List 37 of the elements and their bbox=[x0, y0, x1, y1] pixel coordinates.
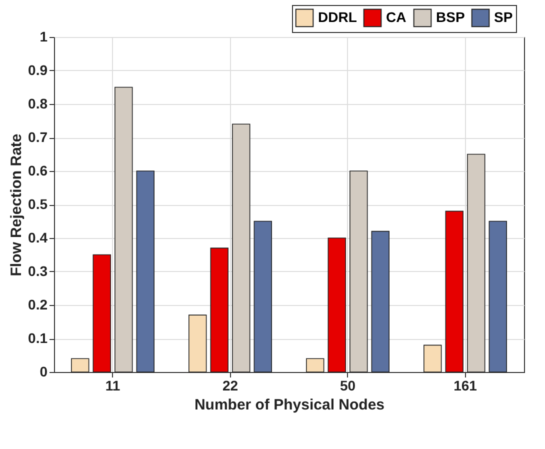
bar bbox=[328, 238, 346, 372]
y-tick-label: 0.8 bbox=[28, 96, 48, 112]
bar bbox=[306, 358, 324, 372]
legend-label: CA bbox=[386, 8, 406, 25]
y-tick-label: 0.3 bbox=[28, 263, 48, 279]
legend-label: DDRL bbox=[318, 8, 358, 25]
y-tick-label: 0.9 bbox=[28, 62, 48, 78]
bar bbox=[445, 210, 464, 372]
bar bbox=[71, 358, 90, 372]
bar bbox=[188, 314, 207, 372]
bar bbox=[424, 344, 442, 372]
legend-label: SP bbox=[494, 8, 513, 25]
bar bbox=[371, 230, 390, 372]
bar bbox=[232, 124, 250, 372]
y-tick-label: 0.1 bbox=[28, 330, 48, 346]
y-tick-label: 0.5 bbox=[28, 196, 48, 212]
y-tick-label: 0.6 bbox=[28, 162, 48, 178]
x-tick-label: 161 bbox=[454, 378, 478, 394]
bar bbox=[210, 248, 228, 372]
y-tick-label: 1 bbox=[40, 28, 48, 44]
x-tick-label: 22 bbox=[222, 378, 238, 394]
y-tick-label: 0 bbox=[40, 364, 48, 380]
x-axis-title: Number of Physical Nodes bbox=[194, 396, 385, 414]
bar bbox=[136, 170, 154, 372]
y-tick-label: 0.4 bbox=[28, 230, 48, 246]
y-axis-title: Flow Rejection Rate bbox=[8, 134, 26, 276]
legend-label: BSP bbox=[436, 8, 465, 25]
y-tick-label: 0.2 bbox=[28, 296, 48, 312]
x-tick-label: 50 bbox=[340, 378, 356, 394]
bar bbox=[254, 220, 272, 372]
bar bbox=[488, 220, 507, 372]
bar bbox=[467, 154, 486, 372]
y-tick-label: 0.7 bbox=[28, 129, 48, 145]
bar bbox=[92, 254, 111, 372]
bar bbox=[114, 86, 133, 372]
bar bbox=[350, 170, 368, 372]
x-tick-label: 11 bbox=[105, 378, 120, 394]
